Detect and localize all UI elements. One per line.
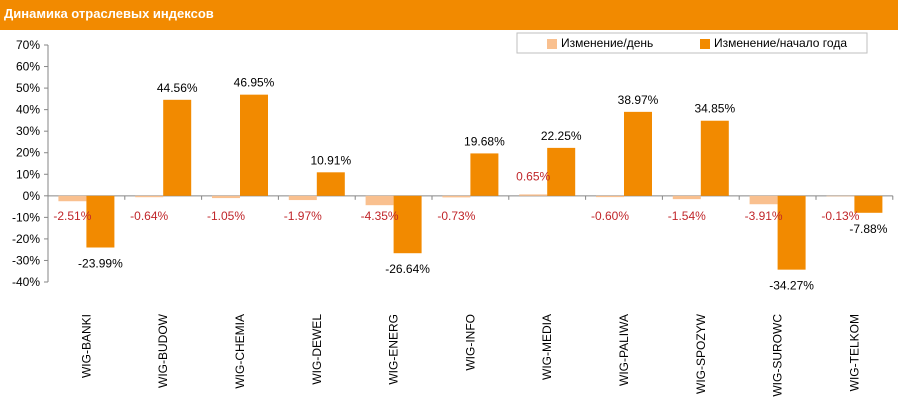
y-tick-label: -30%: [12, 253, 40, 267]
bar-day: [135, 195, 164, 198]
category-label: WIG-PALIWA: [617, 314, 631, 386]
data-label-day: -2.51%: [53, 209, 91, 223]
data-label-year: 22.25%: [541, 129, 582, 143]
bar-year: [240, 94, 268, 196]
data-label-year: 10.91%: [310, 153, 351, 167]
data-label-year: -7.88%: [849, 222, 887, 236]
data-label-year: -23.99%: [78, 257, 123, 271]
bar-year: [547, 147, 576, 196]
data-label-day: -4.35%: [361, 209, 399, 223]
category-label: WIG-BUDOW: [156, 313, 170, 388]
data-label-day: -1.05%: [207, 209, 245, 223]
y-tick-label: -40%: [12, 275, 40, 289]
bar-day: [288, 195, 317, 201]
y-tick-label: 50%: [16, 81, 40, 95]
bar-year: [163, 99, 192, 196]
data-label-year: -34.27%: [769, 279, 814, 293]
y-tick-label: 30%: [16, 124, 40, 138]
bar-day: [519, 194, 548, 196]
data-label-day: -0.60%: [591, 209, 629, 223]
data-label-day: -3.91%: [745, 209, 783, 223]
data-label-year: 44.56%: [157, 81, 198, 95]
y-tick-label: 10%: [16, 167, 40, 181]
bar-day: [749, 195, 778, 205]
bar-day: [365, 195, 394, 206]
legend-label-day: Изменение/день: [561, 36, 653, 50]
chart-title: Динамика отраслевых индексов: [4, 6, 214, 21]
bar-year: [316, 172, 345, 196]
data-label-day: -0.73%: [437, 209, 475, 223]
category-label: WIG-ENERG: [387, 314, 401, 385]
y-tick-label: 40%: [16, 103, 40, 117]
category-label: WIG-MEDIA: [540, 314, 554, 380]
bar-year: [777, 195, 806, 270]
bar-day: [442, 195, 471, 198]
bar-day: [596, 195, 624, 198]
bar-year: [393, 195, 422, 254]
data-label-day: -1.54%: [668, 209, 706, 223]
category-label: WIG-DEWEL: [310, 314, 324, 385]
bar-year: [624, 111, 652, 196]
data-label-day: 0.65%: [516, 169, 550, 183]
category-label: WIG-BANKI: [79, 314, 93, 378]
y-tick-label: 70%: [16, 38, 40, 52]
data-label-year: 46.95%: [234, 76, 275, 90]
bar-day: [672, 195, 701, 200]
bar-day: [212, 195, 240, 199]
data-label-day: -0.13%: [821, 209, 859, 223]
bar-year: [854, 195, 883, 213]
legend-swatch-day: [547, 39, 557, 49]
data-label-day: -1.97%: [284, 209, 322, 223]
legend-label-year: Изменение/начало года: [714, 36, 847, 50]
bar-day: [826, 195, 855, 197]
category-label: WIG-TELKOM: [847, 314, 861, 391]
legend-swatch-year: [700, 39, 710, 49]
y-tick-label: 60%: [16, 60, 40, 74]
y-tick-label: -20%: [12, 232, 40, 246]
bar-day: [58, 195, 87, 202]
legend-box: [516, 32, 868, 54]
y-tick-label: 0%: [23, 189, 41, 203]
bar-year: [470, 153, 499, 196]
category-label: WIG-INFO: [463, 314, 477, 371]
title-bar: Динамика отраслевых индексов: [0, 0, 898, 30]
data-label-year: 38.97%: [618, 93, 659, 107]
data-label-day: -0.64%: [130, 209, 168, 223]
category-label: WIG-SPOZYW: [694, 313, 708, 394]
y-tick-label: 20%: [16, 146, 40, 160]
bar-year: [700, 120, 729, 196]
y-tick-label: -10%: [12, 210, 40, 224]
data-label-year: 34.85%: [694, 102, 735, 116]
data-label-year: -26.64%: [385, 262, 430, 276]
bar-year: [86, 195, 115, 248]
data-label-year: 19.68%: [464, 134, 505, 148]
category-label: WIG-SUROWC: [771, 314, 785, 397]
category-label: WIG-CHEMIA: [233, 314, 247, 389]
